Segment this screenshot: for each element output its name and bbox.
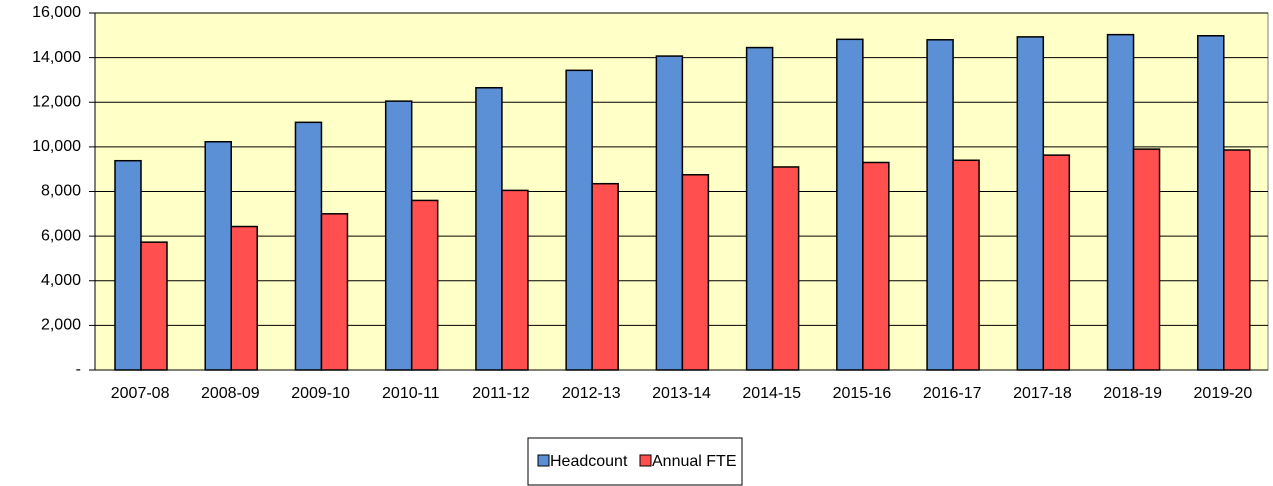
bar	[384, 100, 413, 371]
x-tick-label: 2014-15	[742, 385, 801, 402]
legend-swatch	[639, 454, 652, 467]
bar	[1016, 36, 1045, 371]
legend-label: Annual FTE	[652, 453, 736, 470]
x-tick-label: 2017-18	[1013, 385, 1072, 402]
x-tick-label: 2011-12	[472, 385, 530, 402]
bar	[655, 55, 684, 371]
y-tick-label: 2,000	[41, 317, 81, 334]
bar	[1197, 35, 1225, 371]
bar	[140, 241, 168, 371]
bar	[952, 159, 980, 371]
x-tick-label: 2012-13	[562, 385, 621, 402]
x-tick-label: 2009-10	[291, 385, 350, 402]
bar	[1223, 149, 1251, 371]
bar	[204, 140, 232, 371]
y-tick-label: 10,000	[32, 138, 81, 155]
y-tick-label: 4,000	[41, 272, 81, 289]
bar	[745, 46, 774, 371]
y-tick-label: 12,000	[32, 93, 81, 110]
bar	[1106, 33, 1135, 371]
bar	[681, 174, 710, 371]
bar	[565, 69, 593, 371]
x-tick-label: 2013-14	[652, 385, 711, 402]
bar	[836, 38, 864, 371]
y-tick-label: -	[76, 361, 81, 378]
x-tick-label: 2015-16	[833, 385, 892, 402]
x-tick-label: 2010-11	[382, 385, 440, 402]
x-tick-label: 2018-19	[1103, 385, 1162, 402]
x-tick-label: 2008-09	[201, 385, 260, 402]
bar	[1132, 148, 1161, 371]
x-tick-label: 2019-20	[1194, 385, 1253, 402]
bar	[501, 189, 529, 371]
legend-swatch	[537, 454, 550, 467]
bar	[1042, 154, 1071, 371]
y-tick-label: 14,000	[32, 49, 81, 66]
bar	[114, 159, 142, 371]
legend-label: Headcount	[550, 453, 628, 470]
bar	[294, 121, 323, 371]
bar	[926, 39, 954, 371]
bar	[591, 182, 619, 371]
bar	[320, 213, 349, 371]
bar	[862, 161, 890, 371]
y-tick-label: 8,000	[41, 183, 81, 200]
bar	[230, 225, 258, 371]
x-tick-label: 2007-08	[111, 385, 170, 402]
y-tick-label: 16,000	[32, 4, 81, 21]
legend	[527, 437, 743, 486]
y-tick-label: 6,000	[41, 227, 81, 244]
bar	[475, 86, 503, 371]
bar	[771, 166, 800, 371]
bar	[410, 199, 439, 371]
x-tick-label: 2016-17	[923, 385, 982, 402]
